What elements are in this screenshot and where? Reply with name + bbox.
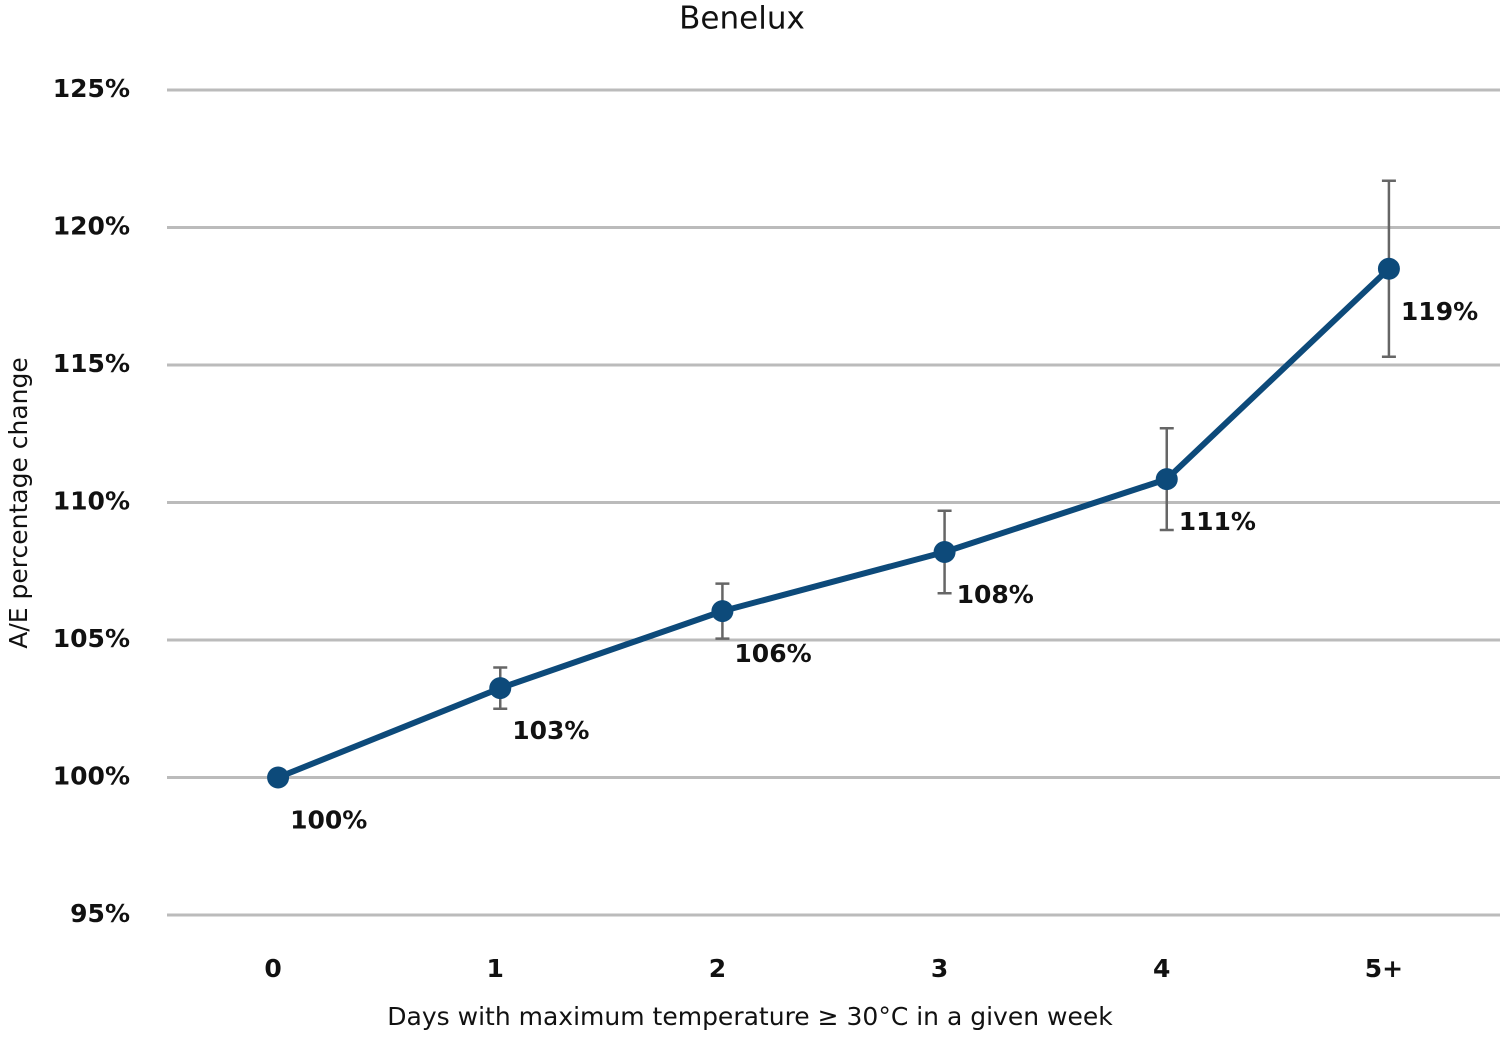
point	[1377, 257, 1400, 280]
data-label: 119%	[1401, 297, 1478, 326]
y-tick-label: 115%	[53, 349, 130, 378]
point	[1155, 468, 1178, 491]
y-tick-label: 100%	[53, 762, 130, 791]
x-axis-label: Days with maximum temperature ≥ 30°C in …	[387, 1002, 1113, 1031]
point	[711, 600, 734, 623]
y-tick-label: 95%	[70, 899, 130, 928]
x-tick-label: 2	[709, 954, 726, 983]
x-tick-label: 1	[487, 954, 504, 983]
data-label: 108%	[957, 580, 1034, 609]
point	[933, 541, 956, 563]
y-axis-label: A/E percentage change	[4, 357, 33, 649]
data-label: 103%	[512, 716, 589, 745]
data-label: 100%	[290, 806, 367, 835]
y-tick-label: 120%	[53, 212, 130, 241]
y-tick-label: 105%	[53, 624, 130, 653]
x-tick-label: 4	[1153, 954, 1170, 983]
y-tick-label: 125%	[53, 74, 130, 103]
chart-title: Benelux	[679, 1, 805, 37]
line	[276, 266, 1391, 781]
x-tick-label: 3	[931, 954, 948, 983]
x-tick-label: 0	[264, 954, 281, 983]
data-label: 111%	[1179, 507, 1256, 536]
point	[489, 677, 512, 700]
y-tick-label: 110%	[53, 487, 130, 516]
point	[267, 766, 290, 789]
x-tick-label: 5+	[1365, 954, 1403, 983]
data-label: 106%	[734, 639, 811, 668]
